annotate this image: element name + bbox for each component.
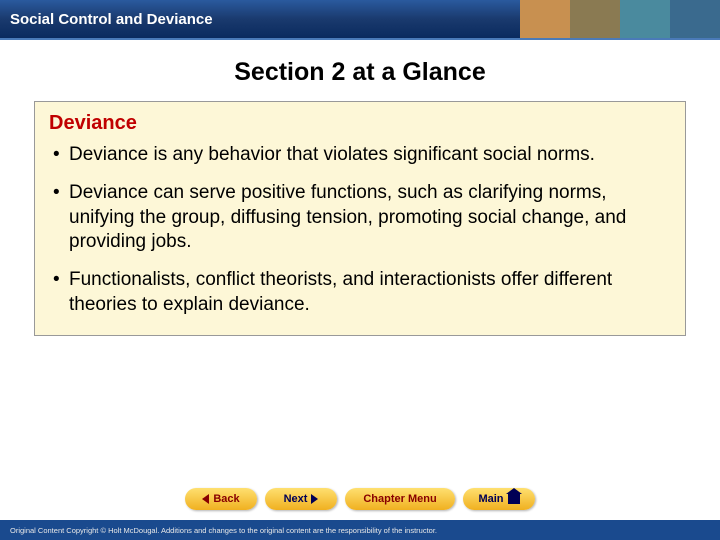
header-bar: Social Control and Deviance — [0, 0, 720, 38]
chevron-right-icon — [311, 494, 318, 504]
copyright-text: Original Content Copyright © Holt McDoug… — [10, 526, 437, 535]
bullet-item: Deviance is any behavior that violates s… — [49, 143, 671, 167]
next-button[interactable]: Next — [265, 488, 337, 510]
content-box: Deviance Deviance is any behavior that v… — [34, 101, 686, 336]
deco-block — [670, 0, 720, 38]
box-heading: Deviance — [49, 112, 671, 135]
bullet-item: Functionalists, conflict theorists, and … — [49, 268, 671, 317]
footer-bar: Original Content Copyright © Holt McDoug… — [0, 520, 720, 540]
deco-block — [570, 0, 620, 38]
back-button[interactable]: Back — [185, 488, 257, 510]
deco-block — [520, 0, 570, 38]
back-label: Back — [213, 493, 239, 505]
chapter-menu-label: Chapter Menu — [363, 493, 436, 505]
slide-title: Section 2 at a Glance — [0, 58, 720, 87]
main-label: Main — [478, 493, 503, 505]
chevron-left-icon — [202, 494, 209, 504]
header-underline — [0, 38, 720, 40]
chapter-menu-button[interactable]: Chapter Menu — [345, 488, 455, 510]
bullet-item: Deviance can serve positive functions, s… — [49, 181, 671, 254]
home-icon — [508, 494, 520, 504]
chapter-title: Social Control and Deviance — [0, 11, 213, 28]
next-label: Next — [284, 493, 308, 505]
header-decoration — [520, 0, 720, 38]
deco-block — [620, 0, 670, 38]
main-button[interactable]: Main — [463, 488, 535, 510]
nav-bar: Back Next Chapter Menu Main — [0, 488, 720, 510]
